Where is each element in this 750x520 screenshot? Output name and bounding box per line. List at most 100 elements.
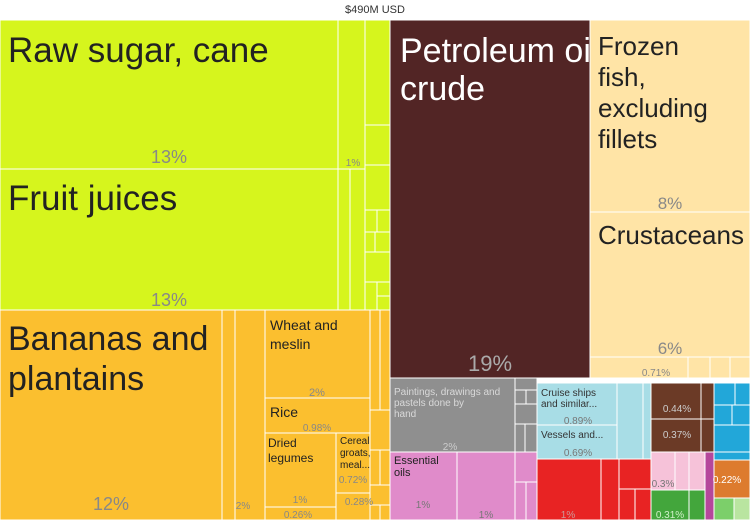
- tile-small-cream: [729, 356, 750, 379]
- tile-small-green: [337, 168, 351, 311]
- tile-small-orange: [234, 309, 266, 520]
- cell-share: 0.3%: [652, 479, 675, 490]
- tile-small-pink: [525, 481, 538, 520]
- tile-small-grey: [514, 403, 538, 425]
- cell-share: 1%: [479, 510, 494, 520]
- tile-small-green: [376, 209, 391, 233]
- tile-small-orange: [379, 504, 391, 520]
- tile-small-red: [618, 488, 636, 520]
- tile-essential-oils: [389, 451, 458, 520]
- tile-small-green: [364, 281, 378, 311]
- cell-label: fish,: [598, 62, 646, 92]
- tile-small-grey: [514, 389, 527, 405]
- tile-paintings: [389, 377, 516, 453]
- cell-share: 6%: [658, 339, 683, 358]
- tile-small-red: [634, 488, 652, 520]
- cell-label: pastels done by: [394, 398, 464, 409]
- cell-label: Petroleum oils,: [400, 32, 625, 70]
- tile-small-cream: [687, 356, 711, 379]
- cell-share: 13%: [151, 147, 187, 167]
- tile-cruise-ships: [536, 382, 618, 426]
- tile-small-green: [364, 231, 376, 253]
- tile-small-grey: [525, 389, 538, 405]
- cell-label: plantains: [8, 360, 144, 398]
- tile-small-orange: [369, 309, 381, 411]
- cell-label: Vessels and...: [541, 430, 603, 441]
- tile-frozen-fish: [589, 19, 750, 213]
- cell-label: Wheat and: [270, 317, 338, 333]
- cell-share: 0.71%: [642, 368, 670, 379]
- tile-small-green3: [733, 497, 750, 520]
- cell-label: Raw sugar, cane: [8, 31, 269, 70]
- cell-share: 12%: [93, 494, 129, 514]
- tile-wheat: [264, 309, 371, 399]
- cell-share: 0.72%: [339, 475, 367, 486]
- tile-small-cream: [589, 356, 689, 379]
- cell-label: and similar...: [541, 399, 597, 410]
- tile-small-green: [364, 251, 391, 283]
- tile-vessels: [536, 424, 618, 460]
- tile-small-blue2: [713, 424, 750, 453]
- tile-small-blue2: [713, 404, 733, 426]
- tile-small-orange: [379, 449, 391, 486]
- tile-small-orange: [221, 309, 236, 520]
- tile-crustaceans: [589, 211, 750, 358]
- cell-label: Essential: [394, 455, 439, 467]
- cell-share: 0.31%: [656, 510, 684, 520]
- tile-machines: [536, 458, 602, 520]
- tile-small-blue: [616, 382, 644, 460]
- cell-share: 1%: [561, 510, 576, 520]
- tile-small-pink: [514, 481, 527, 520]
- tile-small-green: [364, 209, 378, 233]
- cell-label: Cereal: [340, 436, 369, 447]
- tile-small-grey: [524, 423, 538, 453]
- cell-share: 0.22%: [713, 475, 741, 486]
- cell-label: Fruit juices: [8, 179, 177, 218]
- cell-share: 0.28%: [345, 497, 373, 508]
- tile-small-blue: [642, 382, 652, 460]
- tile-petroleum: [389, 19, 591, 379]
- cell-share: 0.69%: [564, 448, 592, 459]
- tile-small-green: [364, 19, 391, 126]
- tile-small-purple: [704, 451, 715, 520]
- tile-small-blue2: [734, 382, 750, 406]
- cell-label: crude: [400, 70, 485, 108]
- cell-share: 0.37%: [663, 430, 691, 441]
- cell-label: Rice: [270, 404, 298, 420]
- cell-label: excluding: [598, 93, 708, 123]
- tile-small-orange2: [713, 459, 750, 499]
- tile-small-orange: [335, 492, 371, 520]
- cell-share: 0.98%: [303, 423, 331, 434]
- tile-small-pink: [514, 451, 538, 483]
- tile-raw-sugar: [0, 19, 339, 170]
- cell-share: 8%: [658, 194, 683, 213]
- cell-label: meslin: [270, 336, 310, 352]
- tile-small-green: [364, 124, 391, 166]
- cell-label: Bananas and: [8, 320, 208, 358]
- chart-title: $490M USD: [345, 4, 405, 16]
- tile-small-grey: [514, 423, 526, 453]
- tile-small-orange: [369, 409, 391, 451]
- tile-fruit-juices: [0, 168, 339, 311]
- cell-share: 2%: [309, 387, 325, 399]
- tile-small-blue2: [731, 404, 750, 426]
- cell-share: 1%: [346, 158, 361, 169]
- tile-small-green: [337, 19, 366, 170]
- tile-small-green: [376, 295, 391, 311]
- cell-share: 2%: [443, 442, 458, 453]
- cell-label: Crustaceans: [598, 220, 744, 250]
- cell-label: Dried: [268, 436, 297, 450]
- tile-cereal-groats: [335, 432, 371, 494]
- cell-label: meal...: [340, 460, 370, 471]
- tile-small-red: [600, 458, 620, 520]
- cell-label: fillets: [598, 124, 657, 154]
- tile-small-green2: [650, 489, 690, 520]
- cell-label: oils: [394, 467, 411, 479]
- cell-share: 1%: [416, 500, 431, 511]
- cell-share: 1%: [293, 495, 308, 506]
- cell-share: 13%: [151, 290, 187, 310]
- cell-share: 2%: [236, 501, 251, 512]
- cell-share: 0.89%: [564, 416, 592, 427]
- tile-small-cream: [709, 356, 731, 379]
